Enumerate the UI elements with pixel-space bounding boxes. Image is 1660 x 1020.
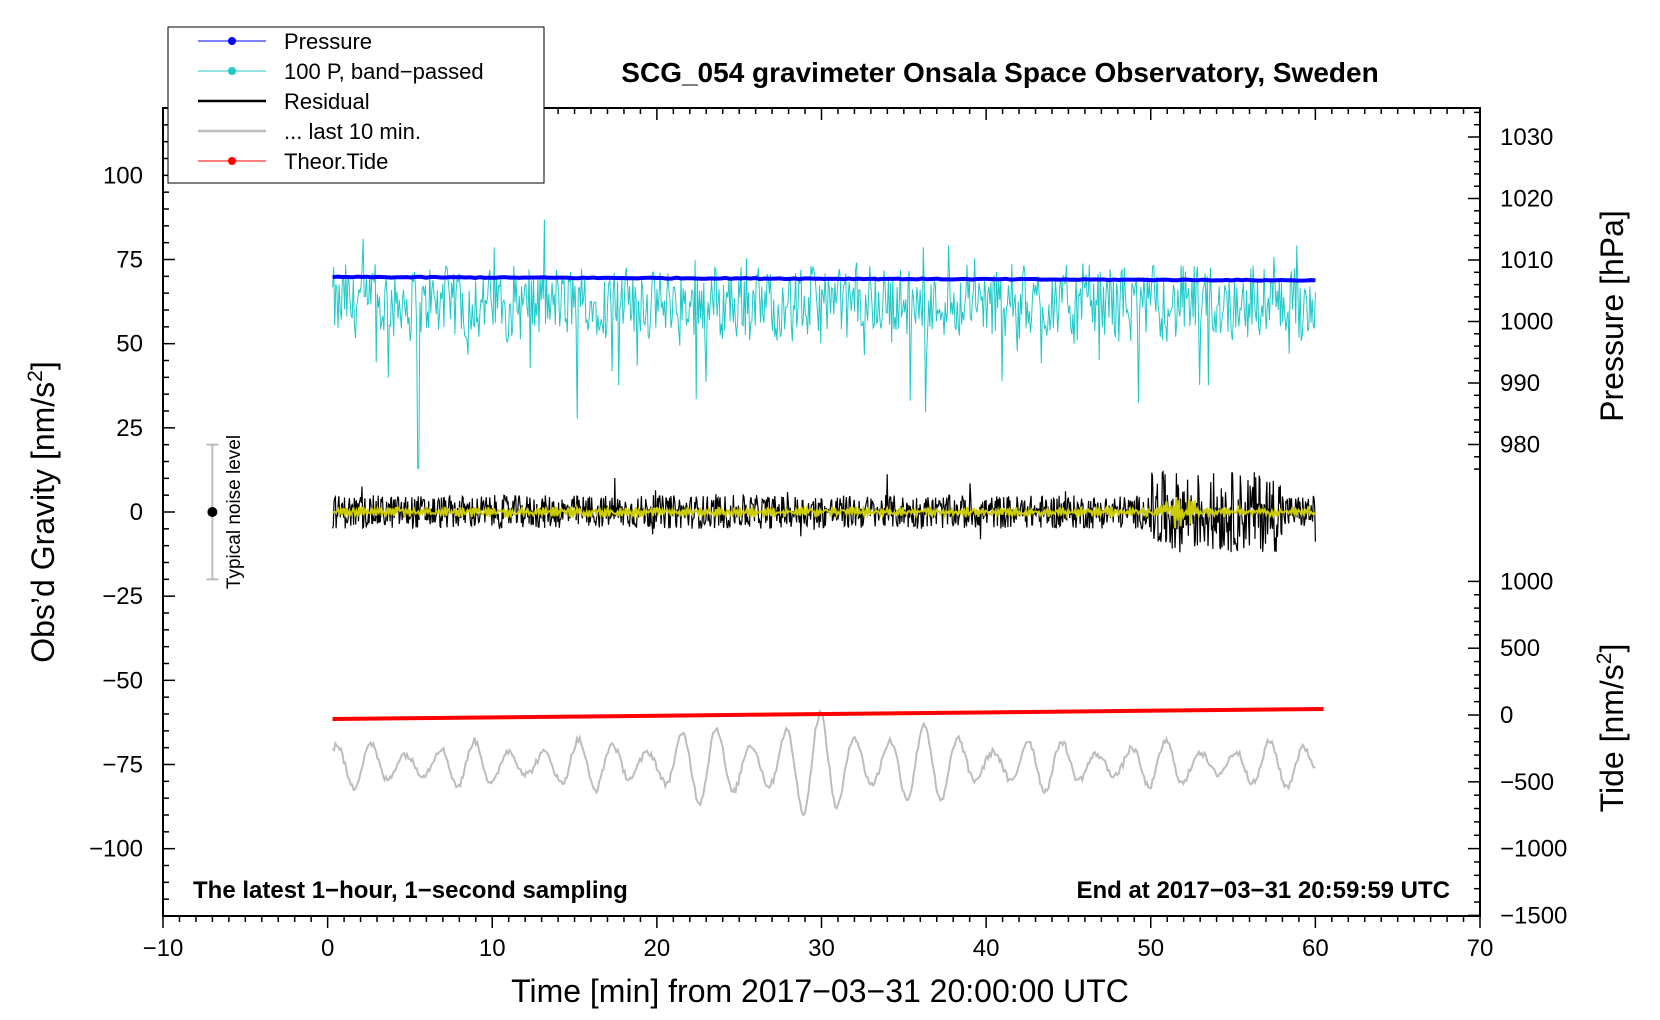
annotation-left: The latest 1−hour, 1−second sampling bbox=[193, 877, 628, 904]
x-tick-label: 20 bbox=[644, 935, 671, 962]
noise-level-label: Typical noise level bbox=[224, 435, 245, 589]
x-tick-label: 30 bbox=[808, 935, 835, 962]
x-tick-label: 60 bbox=[1302, 935, 1329, 962]
legend-marker-0 bbox=[228, 37, 236, 45]
legend-label-2: Residual bbox=[284, 89, 370, 114]
series-last-10-min bbox=[331, 708, 1316, 816]
x-tick-label: 0 bbox=[321, 935, 334, 962]
legend-label-1: 100 P, band−passed bbox=[284, 59, 484, 84]
pressure-tick-label: 1020 bbox=[1500, 186, 1553, 213]
y-tick-label: 100 bbox=[103, 162, 143, 189]
y-tick-label: 75 bbox=[116, 247, 143, 274]
legend-label-4: Theor.Tide bbox=[284, 149, 388, 174]
x-tick-label: −10 bbox=[143, 935, 184, 962]
pressure-tick-label: 980 bbox=[1500, 432, 1540, 459]
annotation-right: End at 2017−03−31 20:59:59 UTC bbox=[1076, 877, 1450, 904]
y-tick-label: −100 bbox=[89, 836, 143, 863]
legend: Pressure 100 P, band−passed Residual ... la… bbox=[167, 26, 545, 184]
pressure-tick-label: 1030 bbox=[1500, 124, 1553, 151]
legend-box bbox=[167, 26, 545, 184]
tide-tick-label: 0 bbox=[1500, 702, 1513, 729]
tide-tick-label: 500 bbox=[1500, 635, 1540, 662]
chart-title: SCG_054 gravimeter Onsala Space Observat… bbox=[621, 57, 1378, 88]
tide-tick-label: −1000 bbox=[1500, 836, 1567, 863]
y-axis-pressure: 1030 1020 1010 1000 990 980 bbox=[1468, 111, 1553, 470]
series-pressure bbox=[332, 274, 1316, 283]
tide-tick-label: −500 bbox=[1500, 769, 1554, 796]
y-tick-label: 25 bbox=[116, 415, 143, 442]
y-axis-tide-title: Tide [nm/s2] bbox=[1593, 644, 1630, 813]
pressure-tick-label: 1000 bbox=[1500, 309, 1553, 336]
y-axis-left-title: Obs’d Gravity [nm/s2] bbox=[24, 361, 61, 663]
pressure-tick-label: 1010 bbox=[1500, 247, 1553, 274]
y-tick-label: 50 bbox=[116, 331, 143, 358]
y-tick-label: −50 bbox=[102, 667, 143, 694]
legend-marker-4 bbox=[228, 157, 236, 165]
series-layer bbox=[331, 219, 1324, 816]
series-bandpassed-pressure bbox=[332, 219, 1316, 469]
series-residual-filtered bbox=[332, 497, 1317, 529]
legend-label-3: ... last 10 min. bbox=[284, 119, 421, 144]
x-axis-title: Time [min] from 2017−03−31 20:00:00 UTC bbox=[511, 973, 1129, 1009]
x-tick-label: 50 bbox=[1137, 935, 1164, 962]
y-axis-left: 100 75 50 25 0 −25 −50 −75 −100 bbox=[89, 124, 175, 900]
y-tick-label: 0 bbox=[130, 499, 143, 526]
series-residual bbox=[332, 469, 1316, 553]
noise-dot bbox=[207, 507, 218, 517]
legend-label-0: Pressure bbox=[284, 29, 372, 54]
tide-tick-label: 1000 bbox=[1500, 568, 1553, 595]
y-tick-label: −75 bbox=[102, 752, 143, 779]
pressure-tick-label: 990 bbox=[1500, 370, 1540, 397]
x-tick-label: 70 bbox=[1467, 935, 1494, 962]
noise-level-marker bbox=[206, 443, 219, 581]
x-tick-label: 40 bbox=[973, 935, 1000, 962]
x-tick-label: 10 bbox=[479, 935, 506, 962]
tide-tick-label: −1500 bbox=[1500, 902, 1567, 929]
x-axis: −10 0 10 20 30 40 50 60 70 bbox=[143, 108, 1494, 962]
legend-marker-1 bbox=[228, 67, 236, 75]
series-theor-tide bbox=[332, 706, 1324, 722]
y-axis-tide: 1000 500 0 −500 −1000 −1500 bbox=[1468, 568, 1567, 929]
y-tick-label: −25 bbox=[102, 583, 143, 610]
y-axis-pressure-title: Pressure [hPa] bbox=[1594, 210, 1630, 422]
